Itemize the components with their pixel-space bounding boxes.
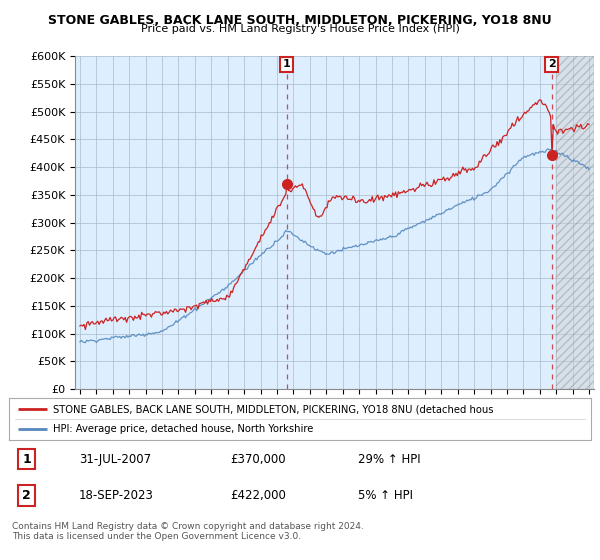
Text: 2: 2 <box>548 59 556 69</box>
Text: 1: 1 <box>283 59 290 69</box>
Text: HPI: Average price, detached house, North Yorkshire: HPI: Average price, detached house, Nort… <box>53 424 313 434</box>
Text: £422,000: £422,000 <box>230 489 286 502</box>
Bar <box>556 56 594 389</box>
Text: £370,000: £370,000 <box>230 452 286 465</box>
Text: Contains HM Land Registry data © Crown copyright and database right 2024.
This d: Contains HM Land Registry data © Crown c… <box>12 522 364 542</box>
Text: 5% ↑ HPI: 5% ↑ HPI <box>358 489 413 502</box>
Text: STONE GABLES, BACK LANE SOUTH, MIDDLETON, PICKERING, YO18 8NU (detached hous: STONE GABLES, BACK LANE SOUTH, MIDDLETON… <box>53 404 493 414</box>
Text: 1: 1 <box>22 452 31 465</box>
Text: 31-JUL-2007: 31-JUL-2007 <box>79 452 151 465</box>
Text: STONE GABLES, BACK LANE SOUTH, MIDDLETON, PICKERING, YO18 8NU: STONE GABLES, BACK LANE SOUTH, MIDDLETON… <box>48 14 552 27</box>
Text: 29% ↑ HPI: 29% ↑ HPI <box>358 452 421 465</box>
Text: 18-SEP-2023: 18-SEP-2023 <box>79 489 154 502</box>
Text: 2: 2 <box>22 489 31 502</box>
Bar <box>556 56 594 389</box>
Text: Price paid vs. HM Land Registry's House Price Index (HPI): Price paid vs. HM Land Registry's House … <box>140 24 460 34</box>
